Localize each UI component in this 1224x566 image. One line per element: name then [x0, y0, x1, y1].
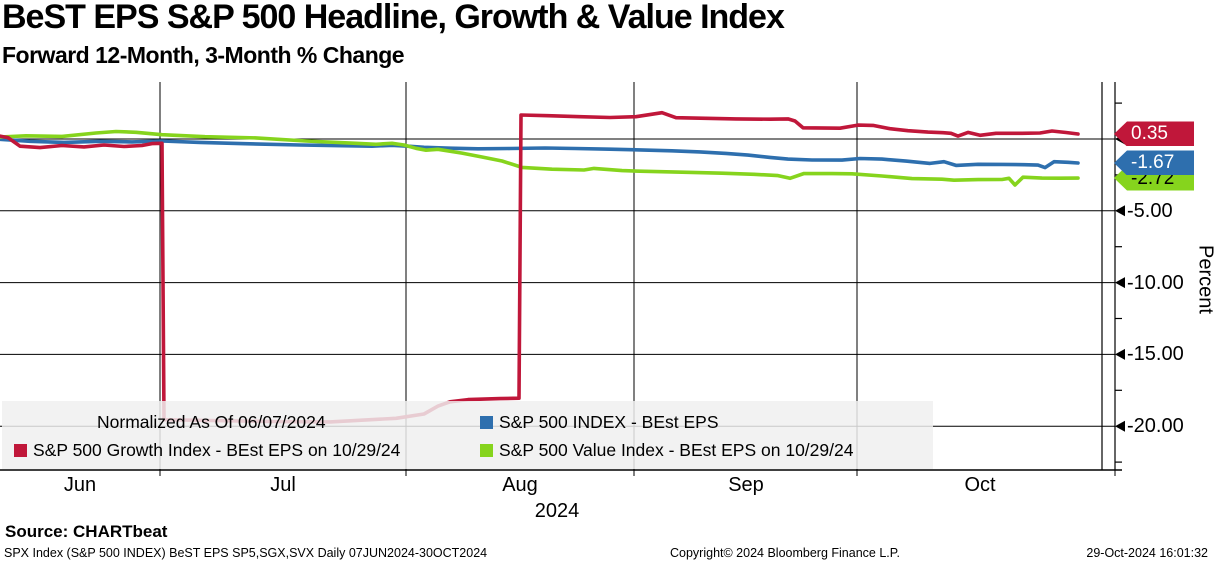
source-line: Source: CHARTbeat — [5, 522, 168, 541]
legend: Normalized As Of 06/07/2024 S&P 500 INDE… — [2, 401, 933, 469]
x-tick-jun: Jun — [63, 474, 97, 496]
legend-item-value: S&P 500 Value Index - BEst EPS on 10/29/… — [480, 440, 853, 461]
page-title: BeST EPS S&P 500 Headline, Growth & Valu… — [2, 0, 785, 36]
index-series-swatch-icon — [480, 416, 493, 429]
legend-item-growth-label: S&P 500 Growth Index - BEst EPS on 10/29… — [33, 440, 401, 460]
x-axis-year: 2024 — [534, 500, 580, 522]
legend-item-value-label: S&P 500 Value Index - BEst EPS on 10/29/… — [499, 440, 854, 460]
y-tick-minus15: -15.00 — [1127, 343, 1184, 365]
chart-subtitle: Forward 12-Month, 3-Month % Change — [2, 42, 405, 68]
x-tick-jul: Jul — [270, 474, 296, 496]
y-tick-minus10: -10.00 — [1127, 272, 1184, 294]
plot-area — [0, 82, 1224, 478]
x-tick-aug: Aug — [502, 474, 538, 496]
plot-svg — [0, 82, 1125, 476]
y-tick-minus5: -5.00 — [1127, 200, 1173, 222]
x-tick-oct: Oct — [964, 474, 996, 496]
growth-series-swatch-icon — [14, 444, 27, 457]
timestamp: 29-Oct-2024 16:01:32 — [1086, 546, 1208, 560]
y-tick-minus20: -20.00 — [1127, 415, 1184, 437]
last-value-badge-growth: 0.35 — [1114, 121, 1194, 147]
x-tick-sep: Sep — [728, 474, 764, 496]
legend-normalized-note: Normalized As Of 06/07/2024 — [97, 412, 326, 432]
legend-item-index: S&P 500 INDEX - BEst EPS — [480, 412, 719, 433]
legend-item-index-label: S&P 500 INDEX - BEst EPS — [499, 412, 719, 432]
security-description: SPX Index (S&P 500 INDEX) BeST EPS SP5,S… — [4, 546, 488, 560]
legend-item-growth: S&P 500 Growth Index - BEst EPS on 10/29… — [14, 440, 400, 461]
value-series-swatch-icon — [480, 444, 493, 457]
last-value-badge-index: -1.67 — [1114, 150, 1194, 176]
y-axis-label: Percent — [1194, 245, 1217, 314]
copyright-notice: Copyright© 2024 Bloomberg Finance L.P. — [670, 546, 900, 560]
